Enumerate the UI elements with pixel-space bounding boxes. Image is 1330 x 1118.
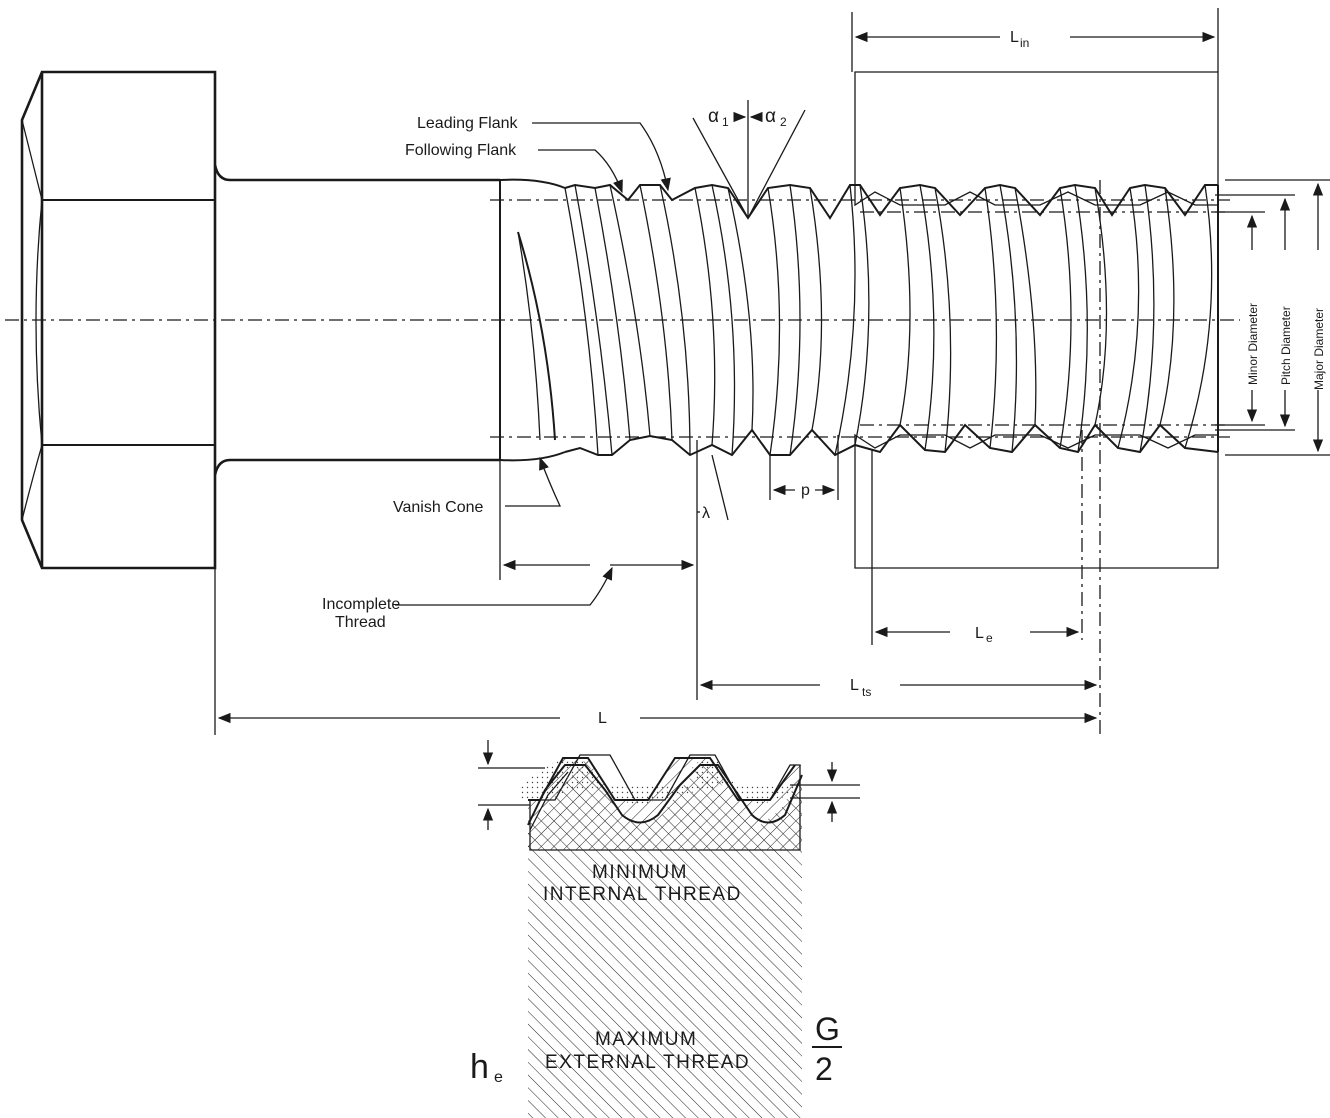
center-line [5,180,1240,735]
bolt-head [20,70,217,570]
detail-he: h [470,1048,489,1086]
label-thread: Thread [335,614,386,631]
label-alpha1: α [708,106,720,127]
label-l-ts-sub: ts [862,685,871,699]
labels: Leading Flank Following Flank α 1 α 2 Va… [322,29,1326,727]
detail-minimum: MINIMUM [592,862,688,883]
label-l-in-sub: in [1020,36,1029,50]
label-l-ts: L [850,677,859,694]
label-l-e: L [975,625,984,642]
label-lambda: λ [702,505,710,522]
label-vanish-cone: Vanish Cone [393,499,484,516]
label-leading-flank: Leading Flank [417,115,519,132]
label-pitch-diameter: Pitch Diameter [1279,306,1293,385]
callouts [395,100,806,606]
detail-he-sub: e [494,1069,503,1086]
detail-clearance: MINIMUM INTERNAL THREAD MAXIMUM EXTERNAL… [470,740,860,1118]
label-alpha2: α [765,106,777,127]
label-l: L [598,710,607,727]
detail-external-thread: EXTERNAL THREAD [545,1052,750,1073]
label-incomplete: Incomplete [322,596,400,613]
label-pitch: p [801,482,810,499]
label-minor-diameter: Minor Diameter [1246,303,1260,385]
detail-g: G [815,1011,840,1047]
label-following-flank: Following Flank [405,142,517,159]
dimensions [214,8,1330,735]
detail-g-den: 2 [815,1051,833,1087]
label-major-diameter: Major Diameter [1312,308,1326,390]
nut-block-bottom [854,433,1219,569]
label-alpha2-sub: 2 [780,115,787,129]
label-l-in: L [1010,29,1019,46]
nut-block-top [854,71,1219,207]
detail-maximum: MAXIMUM [595,1029,697,1050]
label-alpha1-sub: 1 [722,115,729,129]
label-l-e-sub: e [986,631,993,645]
detail-internal-thread: INTERNAL THREAD [543,884,742,905]
